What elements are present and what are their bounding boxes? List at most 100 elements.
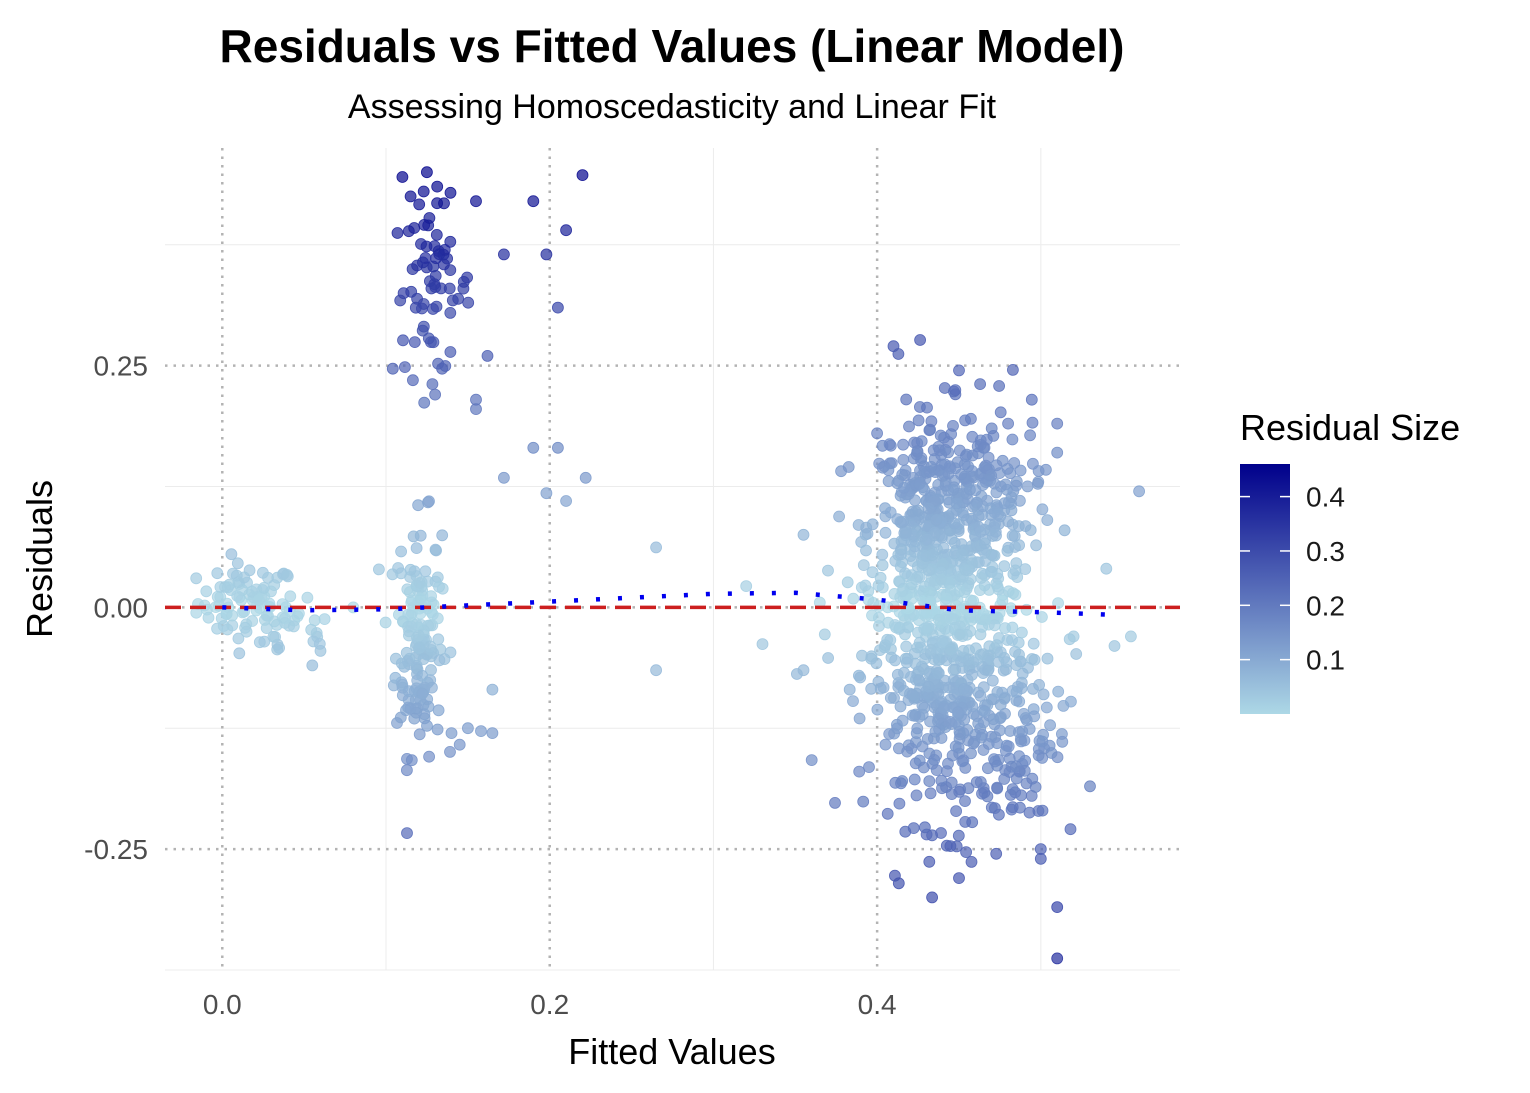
data-point: [894, 700, 907, 713]
data-point: [453, 738, 466, 751]
data-point: [1133, 485, 1145, 498]
data-point: [986, 561, 999, 573]
data-point: [1044, 719, 1056, 732]
data-point: [912, 414, 925, 427]
data-point: [981, 790, 994, 803]
data-point: [884, 439, 897, 452]
axis-ticks: 0.0 0.2 0.4 0.25 0.00 -0.25: [84, 351, 896, 1020]
data-point: [912, 674, 925, 686]
data-point: [987, 713, 1000, 726]
data-point: [540, 487, 553, 500]
data-point: [942, 467, 955, 480]
data-point: [920, 520, 932, 533]
data-point: [922, 680, 935, 693]
data-point: [576, 169, 589, 182]
data-point: [438, 243, 451, 256]
data-point: [993, 380, 1005, 392]
data-point: [953, 364, 965, 377]
legend-tick-label: 0.1: [1306, 645, 1345, 676]
data-point: [756, 638, 769, 650]
data-point: [920, 622, 932, 634]
data-point: [431, 723, 444, 736]
data-point: [896, 775, 909, 787]
data-point: [1108, 640, 1121, 652]
data-point: [921, 533, 933, 546]
data-point: [404, 563, 417, 576]
data-point: [1058, 524, 1071, 537]
data-point: [944, 643, 957, 656]
data-point: [944, 840, 957, 852]
data-point: [977, 681, 990, 694]
data-point: [1006, 801, 1019, 814]
data-point: [926, 549, 938, 561]
data-point: [914, 334, 926, 346]
data-point: [853, 669, 865, 682]
data-point: [432, 704, 445, 717]
data-point: [395, 545, 408, 558]
data-point: [1043, 739, 1056, 752]
data-point: [958, 458, 971, 471]
data-point: [1037, 728, 1049, 741]
data-point: [833, 510, 845, 523]
data-point: [421, 719, 433, 732]
data-point: [977, 744, 990, 756]
data-point: [960, 846, 972, 858]
data-point: [910, 448, 923, 461]
data-point: [952, 706, 964, 719]
data-point: [962, 653, 975, 666]
data-point: [912, 504, 925, 517]
data-point: [994, 698, 1007, 711]
data-point: [987, 549, 999, 562]
data-point: [906, 709, 919, 722]
data-point: [974, 584, 986, 596]
data-point: [1065, 695, 1077, 708]
data-point: [391, 227, 404, 239]
data-point: [900, 656, 913, 669]
data-point: [1100, 562, 1113, 575]
data-point: [841, 576, 854, 589]
data-point: [889, 654, 901, 667]
data-point: [945, 776, 958, 789]
data-point: [871, 703, 884, 716]
data-point: [372, 563, 385, 576]
data-point: [1002, 417, 1014, 430]
data-point: [918, 484, 931, 496]
data-point: [1064, 823, 1077, 836]
data-point: [404, 190, 417, 203]
data-point: [910, 727, 923, 740]
data-point: [965, 747, 977, 760]
data-point: [847, 592, 860, 605]
data-point: [1001, 462, 1014, 475]
data-point: [1040, 701, 1053, 714]
data-point: [425, 681, 438, 694]
data-point: [1052, 685, 1065, 698]
data-point: [497, 471, 510, 484]
data-point: [899, 825, 912, 838]
data-point: [444, 235, 457, 248]
data-point: [892, 348, 905, 360]
data-point: [999, 622, 1011, 634]
x-tick-label: 0.0: [203, 989, 242, 1020]
data-point: [900, 526, 912, 539]
data-point: [190, 572, 203, 585]
data-point: [418, 396, 431, 409]
data-point: [906, 688, 919, 701]
data-point: [989, 525, 1002, 538]
data-point: [975, 572, 988, 584]
data-point: [853, 765, 866, 778]
data-point: [1040, 463, 1052, 476]
data-point: [923, 465, 936, 478]
data-point: [797, 528, 810, 541]
data-point: [408, 336, 421, 349]
data-point: [253, 636, 266, 649]
data-point: [462, 296, 475, 309]
data-point: [426, 378, 439, 391]
data-point: [953, 785, 966, 798]
data-point: [1070, 648, 1083, 660]
data-point: [930, 514, 943, 526]
data-point: [436, 529, 449, 542]
data-point: [470, 403, 482, 416]
data-point: [940, 592, 953, 605]
y-tick-label: 0.25: [94, 351, 149, 382]
data-point: [959, 795, 971, 807]
